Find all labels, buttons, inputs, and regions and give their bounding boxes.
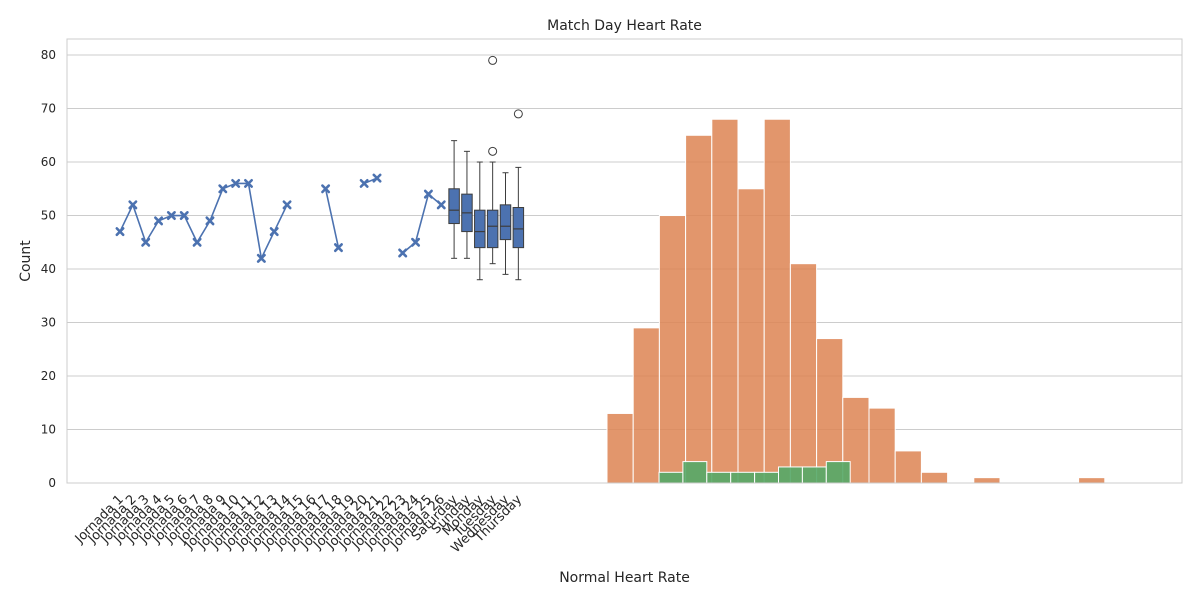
line-point-marker	[244, 178, 253, 188]
histogram-bar	[658, 471, 684, 484]
line-point-marker	[154, 216, 164, 226]
histogram-layer	[606, 118, 1106, 484]
line-point-marker	[141, 237, 151, 247]
box-body	[499, 204, 512, 241]
y-tick-label: 10	[41, 423, 56, 437]
box-outlier	[488, 146, 498, 156]
boxplot-layer	[448, 55, 525, 281]
line-point-marker	[333, 243, 343, 253]
histogram-bar	[737, 188, 765, 484]
line-point-marker	[411, 237, 421, 247]
line-point-marker	[115, 227, 125, 237]
histogram-bar	[658, 215, 687, 484]
box-outlier	[513, 109, 523, 119]
histogram-bar	[632, 327, 660, 484]
line-point-marker	[128, 200, 138, 210]
line-point-marker	[218, 184, 228, 194]
box-body	[486, 209, 499, 249]
y-tick-label: 60	[41, 155, 56, 169]
y-tick-labels: 0 10 20 30 40 50 60 70 80	[41, 48, 56, 490]
line-point-marker	[423, 189, 433, 199]
line-point-marker	[179, 211, 189, 221]
line-point-marker	[372, 173, 382, 183]
histogram-bar	[711, 118, 739, 484]
box-body	[448, 188, 460, 225]
y-tick-label: 50	[41, 209, 56, 223]
line-segment	[324, 188, 340, 248]
box-body	[512, 207, 525, 249]
y-tick-label: 70	[41, 102, 56, 116]
box-outlier	[488, 55, 498, 65]
plot-frame	[66, 38, 1183, 484]
y-tick-label: 0	[48, 476, 56, 490]
histogram-bar	[730, 471, 756, 484]
y-axis-label: Count	[18, 240, 34, 282]
y-tick-label: 40	[41, 262, 56, 276]
histogram-bar	[778, 466, 803, 484]
line-point-marker	[398, 248, 408, 258]
histogram-bar	[706, 471, 732, 484]
line-point-marker	[192, 237, 202, 247]
histogram-bar	[682, 461, 708, 484]
grid-layer	[67, 54, 1182, 484]
histogram-bar	[763, 118, 791, 484]
line-point-marker	[166, 211, 176, 221]
line-segment	[402, 192, 442, 254]
y-tick-label: 20	[41, 369, 56, 383]
histogram-bar	[973, 477, 1001, 484]
x-axis-label: Normal Heart Rate	[559, 570, 690, 586]
histogram-bar	[920, 471, 949, 484]
histogram-bar	[685, 134, 713, 484]
line-point-marker	[359, 178, 369, 188]
box-body	[474, 209, 486, 249]
histogram-bar	[1078, 477, 1106, 484]
line-point-marker	[282, 200, 292, 210]
line-point-marker	[231, 178, 241, 188]
chart-title: Match Day Heart Rate	[547, 18, 702, 34]
y-tick-label: 30	[41, 316, 56, 330]
y-tick-label: 80	[41, 48, 56, 62]
line-point-marker	[321, 184, 331, 194]
histogram-bar	[754, 471, 779, 484]
line-point-marker	[205, 216, 215, 226]
line-point-marker	[256, 253, 266, 263]
histogram-bar	[606, 412, 634, 484]
line-point-marker	[436, 200, 446, 210]
histogram-bar	[868, 407, 896, 484]
histogram-bar	[789, 263, 818, 484]
line-layer	[115, 173, 446, 263]
histogram-bar	[825, 461, 851, 484]
line-point-marker	[269, 227, 279, 237]
histogram-bar	[894, 450, 922, 484]
histogram-bar	[801, 466, 827, 484]
line-segment	[119, 182, 288, 261]
